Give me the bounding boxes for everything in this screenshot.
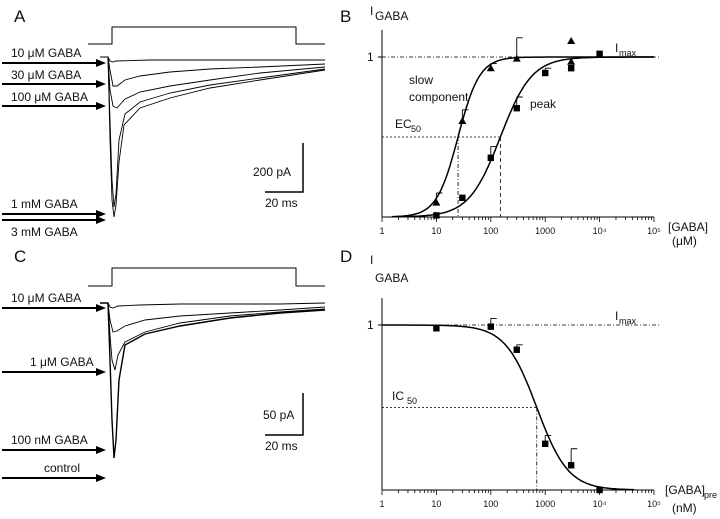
panel-b-xtick-label: 10⁴ [593, 226, 607, 236]
panel-a-labels: 10 μM GABA 30 μM GABA 100 μM GABA 1 mM G… [2, 46, 106, 239]
panel-d-point-square-2 [487, 323, 494, 330]
label-a-1mm: 1 mM GABA [11, 197, 78, 211]
panel-d-ylabel: I [370, 253, 373, 267]
scalebar-a-time: 20 ms [265, 196, 298, 210]
panel-d-ylabel-sub: GABA [375, 271, 408, 285]
trace-c-control [100, 302, 326, 459]
trace-10um [100, 56, 325, 63]
trace-c-100nm [100, 302, 326, 371]
panel-b-xlabel: [GABA] [668, 220, 708, 234]
trace-1mm [100, 56, 326, 208]
panel-d-imax: I [615, 309, 618, 323]
panel-b-letter: B [340, 7, 351, 26]
panel-c-scalebar: 50 pA 20 ms [263, 393, 304, 453]
panel-d-xtick-label: 10 [431, 499, 441, 509]
panel-b-ec50-sub: 50 [411, 124, 421, 134]
panel-d-point-square-3 [513, 346, 520, 353]
label-a-100um: 100 μM GABA [11, 90, 88, 104]
label-a-30um: 30 μM GABA [11, 68, 81, 82]
panel-d-fit-curve-1 [382, 324, 635, 491]
label-c-control: control [44, 461, 80, 475]
panel-b-point-square-2 [459, 194, 466, 201]
panel-d-imax-sub: max [619, 316, 637, 326]
panel-d-xtick-label: 10⁵ [647, 499, 661, 509]
panel-b-ylabel: I [370, 4, 373, 18]
panel-d-ic50-sub: 50 [407, 396, 417, 406]
trace-c-1um [100, 302, 326, 333]
panel-d-marks [382, 317, 635, 494]
panel-b-ec50: EC [395, 117, 412, 131]
panel-b-marks [391, 37, 654, 219]
trace-c-10um [100, 302, 326, 309]
panel-a-scalebar: 200 pA 20 ms [253, 143, 304, 210]
label-c-10um: 10 μM GABA [11, 291, 81, 305]
panel-c-letter: C [14, 247, 26, 266]
panel-d-point-square-6 [596, 486, 603, 494]
panel-a-traces [100, 56, 326, 218]
panel-d-xtick-label: 100 [483, 499, 498, 509]
trace-3mm [100, 56, 326, 218]
panel-b-imax: I [615, 41, 618, 55]
panel-b-point-square-3 [487, 154, 494, 161]
panel-b-xtick-label: 1 [379, 226, 384, 236]
label-c-1um: 1 μM GABA [30, 355, 94, 369]
panel-d-ytick-1: 1 [367, 318, 374, 332]
panel-d-xlabel: [GABA] [665, 483, 705, 497]
panel-b-point-triangle-6 [567, 37, 576, 44]
panel-c: C 10 μM GABA 1 μM GABA 100 nM GABA contr… [2, 247, 326, 482]
panel-b-ytick-1: 1 [367, 50, 374, 64]
scalebar-c-current: 50 pA [263, 408, 294, 422]
scalebar-a-current: 200 pA [253, 165, 291, 179]
panel-b-point-square-7 [596, 50, 603, 57]
panel-b-point-triangle-1 [432, 198, 441, 206]
panel-b-errorbar [516, 37, 523, 59]
label-a-10um: 10 μM GABA [11, 46, 81, 60]
panel-a-stimulus-bar [88, 26, 325, 45]
panel-a-letter: A [14, 7, 26, 26]
label-c-100nm: 100 nM GABA [11, 433, 88, 447]
panel-b-xunit: (μM) [672, 234, 697, 248]
panel-d: D I GABA 1 1 10 100 1000 10⁴ 10⁵ [GABA] pre (… [340, 247, 717, 515]
trace-100um [100, 56, 326, 109]
panel-d-xtick-label: 1 [379, 499, 384, 509]
panel-c-labels: 10 μM GABA 1 μM GABA 100 nM GABA control [2, 291, 106, 482]
panel-b-slow-label-1: slow [409, 73, 433, 87]
panel-b-point-square-4 [513, 105, 520, 112]
panel-b-point-triangle-2 [458, 117, 467, 124]
panel-b: B I GABA 1 1 10 100 1000 10⁴ 10⁵ [GABA] (μM) … [340, 4, 708, 248]
panel-d-point-square-5 [567, 462, 575, 469]
panel-d-letter: D [340, 247, 352, 266]
panel-c-stimulus-bar [88, 267, 325, 287]
trace-30um [100, 56, 326, 87]
panel-c-traces [100, 302, 326, 459]
panel-d-xunit: (nM) [672, 501, 697, 515]
panel-a: A 10 μM GABA 30 μM GABA 100 μM GABA 1 mM… [2, 7, 326, 239]
panel-b-point-triangle-3 [486, 64, 495, 72]
panel-b-xtick-label: 10⁵ [647, 226, 661, 236]
panel-b-point-square-5 [542, 69, 549, 77]
panel-b-point-square-6 [567, 65, 575, 72]
panel-b-xtick-label: 10 [431, 226, 441, 236]
panel-d-point-square-4 [542, 440, 549, 447]
panel-b-imax-sub: max [619, 48, 637, 58]
label-a-3mm: 3 mM GABA [11, 225, 78, 239]
panel-b-fit-curve-2 [402, 56, 654, 218]
panel-b-ylabel-sub: GABA [375, 9, 408, 23]
panel-d-xtick-label: 1000 [535, 499, 555, 509]
panel-d-xtick-label: 10⁴ [593, 499, 607, 509]
panel-d-axes: 1 10 100 1000 10⁴ 10⁵ [378, 298, 661, 509]
panel-b-point-square-1 [433, 212, 440, 219]
panel-b-slow-label-2: component [409, 90, 469, 104]
panel-b-point-triangle-4 [512, 54, 521, 62]
panel-b-xtick-label: 100 [483, 226, 498, 236]
panel-b-point-triangle-5 [567, 57, 576, 65]
scalebar-c-time: 20 ms [265, 439, 298, 453]
panel-d-xlabel-sub: pre [704, 490, 717, 500]
panel-d-ic50: IC [392, 389, 404, 403]
panel-b-peak-label: peak [530, 97, 557, 111]
panel-d-point-square-1 [433, 325, 440, 332]
panel-b-xtick-label: 1000 [535, 226, 555, 236]
